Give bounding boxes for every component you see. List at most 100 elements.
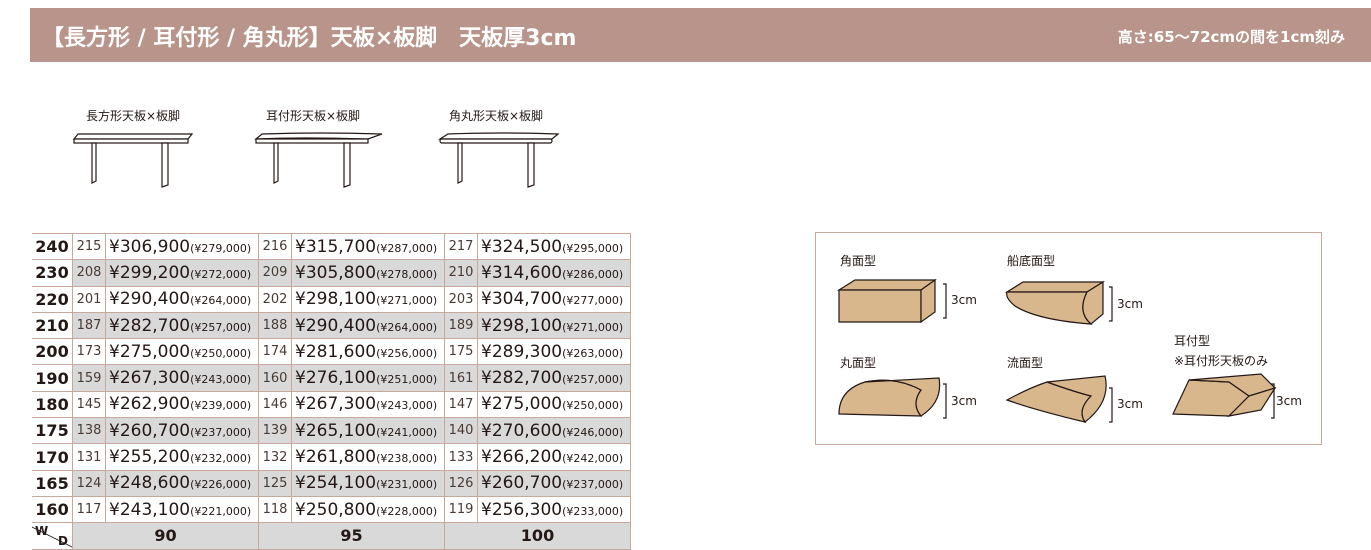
price-cell: ¥289,300(¥263,000) bbox=[477, 338, 631, 366]
table-row: 190 159 ¥267,300(¥243,000) 160 ¥276,100(¥251… bbox=[32, 364, 631, 392]
price: ¥305,800 bbox=[295, 262, 377, 283]
product-code: 139 bbox=[258, 417, 292, 445]
illustration-label: 耳付形天板×板脚 bbox=[266, 109, 361, 123]
row-width: 240 bbox=[32, 232, 73, 261]
depth-label: 90 bbox=[72, 522, 259, 550]
price: ¥298,100 bbox=[481, 315, 563, 336]
table-footer: W D 90 95 100 bbox=[32, 522, 631, 550]
price: ¥266,200 bbox=[481, 447, 563, 468]
price-excl-tax: (¥295,000) bbox=[562, 241, 624, 255]
price-cell: ¥267,300(¥243,000) bbox=[291, 390, 445, 419]
price: ¥298,100 bbox=[295, 289, 377, 310]
price: ¥281,600 bbox=[295, 341, 377, 362]
price-excl-tax: (¥239,000) bbox=[190, 399, 252, 413]
price-cell: ¥324,500(¥295,000) bbox=[477, 232, 631, 261]
price-table: 240 215 ¥306,900(¥279,000) 216 ¥315,700(¥287… bbox=[32, 232, 631, 550]
row-width: 180 bbox=[32, 390, 73, 419]
price-cell: ¥281,600(¥256,000) bbox=[291, 338, 445, 366]
profile-name: 丸面型 bbox=[840, 356, 877, 370]
price-cell: ¥276,100(¥251,000) bbox=[291, 364, 445, 392]
table-row: 170 131 ¥255,200(¥232,000) 132 ¥261,800(¥238… bbox=[32, 443, 631, 471]
row-width: 190 bbox=[32, 364, 73, 392]
price: ¥260,700 bbox=[481, 473, 563, 494]
price: ¥265,100 bbox=[295, 420, 377, 441]
product-code: 147 bbox=[444, 390, 478, 419]
table-row: 160 117 ¥243,100(¥221,000) 118 ¥250,800(¥228… bbox=[32, 495, 631, 524]
price: ¥270,600 bbox=[481, 420, 563, 441]
price-excl-tax: (¥233,000) bbox=[562, 504, 624, 518]
price-excl-tax: (¥250,000) bbox=[190, 346, 252, 360]
price-excl-tax: (¥226,000) bbox=[190, 478, 252, 492]
product-code: 146 bbox=[258, 390, 292, 419]
product-code: 131 bbox=[72, 443, 106, 471]
product-code: 202 bbox=[258, 285, 292, 313]
corner-diagonal bbox=[32, 526, 72, 548]
depth-label: 95 bbox=[258, 522, 445, 550]
price-excl-tax: (¥243,000) bbox=[376, 399, 438, 413]
price-cell: ¥255,200(¥232,000) bbox=[105, 443, 259, 471]
price-excl-tax: (¥242,000) bbox=[562, 452, 624, 466]
product-code: 133 bbox=[444, 443, 478, 471]
product-code: 145 bbox=[72, 390, 106, 419]
price-cell: ¥315,700(¥287,000) bbox=[291, 232, 445, 261]
price-excl-tax: (¥264,000) bbox=[190, 294, 252, 308]
price: ¥260,700 bbox=[109, 420, 191, 441]
price-cell: ¥256,300(¥233,000) bbox=[477, 495, 631, 524]
price-excl-tax: (¥271,000) bbox=[376, 294, 438, 308]
row-width: 210 bbox=[32, 311, 73, 340]
price-excl-tax: (¥264,000) bbox=[376, 320, 438, 334]
product-code: 138 bbox=[72, 417, 106, 445]
price: ¥306,900 bbox=[109, 236, 191, 257]
price-cell: ¥275,000(¥250,000) bbox=[477, 390, 631, 419]
product-code: 188 bbox=[258, 311, 292, 340]
header-bar: 【長方形 / 耳付形 / 角丸形】天板×板脚 天板厚3cm 高さ:65〜72cm… bbox=[30, 8, 1371, 62]
product-code: 126 bbox=[444, 469, 478, 497]
price-cell: ¥304,700(¥277,000) bbox=[477, 285, 631, 313]
price: ¥275,000 bbox=[481, 394, 563, 415]
price-cell: ¥265,100(¥241,000) bbox=[291, 417, 445, 445]
price-cell: ¥254,100(¥231,000) bbox=[291, 469, 445, 497]
product-code: 132 bbox=[258, 443, 292, 471]
product-code: 124 bbox=[72, 469, 106, 497]
price-excl-tax: (¥251,000) bbox=[376, 373, 438, 387]
profile-name: 角面型 bbox=[840, 254, 877, 268]
product-code: 209 bbox=[258, 259, 292, 287]
price-excl-tax: (¥257,000) bbox=[562, 373, 624, 387]
price: ¥275,000 bbox=[109, 341, 191, 362]
price: ¥324,500 bbox=[481, 236, 563, 257]
product-code: 203 bbox=[444, 285, 478, 313]
product-code: 216 bbox=[258, 232, 292, 261]
price: ¥282,700 bbox=[481, 368, 563, 389]
price-cell: ¥275,000(¥250,000) bbox=[105, 338, 259, 366]
row-width: 175 bbox=[32, 417, 73, 445]
price-cell: ¥314,600(¥286,000) bbox=[477, 259, 631, 287]
price-cell: ¥298,100(¥271,000) bbox=[477, 311, 631, 340]
product-code: 208 bbox=[72, 259, 106, 287]
price-excl-tax: (¥228,000) bbox=[376, 504, 438, 518]
product-code: 118 bbox=[258, 495, 292, 524]
price-cell: ¥260,700(¥237,000) bbox=[105, 417, 259, 445]
table-row: 240 215 ¥306,900(¥279,000) 216 ¥315,700(¥287… bbox=[32, 232, 631, 261]
product-code: 189 bbox=[444, 311, 478, 340]
price-excl-tax: (¥278,000) bbox=[376, 267, 438, 281]
profile-thickness: 3cm bbox=[1117, 297, 1143, 311]
row-width: 165 bbox=[32, 469, 73, 497]
price-excl-tax: (¥221,000) bbox=[190, 504, 252, 518]
header-title: 【長方形 / 耳付形 / 角丸形】天板×板脚 天板厚3cm bbox=[42, 26, 577, 51]
price-excl-tax: (¥257,000) bbox=[190, 320, 252, 334]
table-row: 180 145 ¥262,900(¥239,000) 146 ¥267,300(¥243… bbox=[32, 390, 631, 419]
price: ¥267,300 bbox=[109, 368, 191, 389]
corner-d: D bbox=[58, 533, 68, 548]
row-width: 160 bbox=[32, 495, 73, 524]
price-cell: ¥262,900(¥239,000) bbox=[105, 390, 259, 419]
product-code: 125 bbox=[258, 469, 292, 497]
price-cell: ¥290,400(¥264,000) bbox=[105, 285, 259, 313]
product-code: 187 bbox=[72, 311, 106, 340]
price-cell: ¥250,800(¥228,000) bbox=[291, 495, 445, 524]
price-excl-tax: (¥232,000) bbox=[190, 452, 252, 466]
row-width: 200 bbox=[32, 338, 73, 366]
profile-thickness: 3cm bbox=[951, 293, 977, 307]
price-excl-tax: (¥286,000) bbox=[562, 267, 624, 281]
price-excl-tax: (¥241,000) bbox=[376, 425, 438, 439]
product-code: 217 bbox=[444, 232, 478, 261]
